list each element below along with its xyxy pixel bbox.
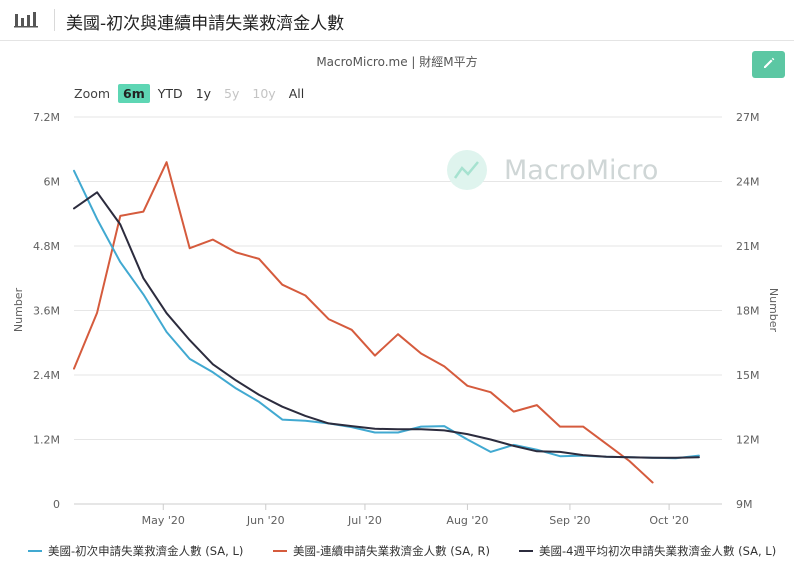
legend-swatch — [519, 550, 533, 552]
header-divider — [54, 9, 55, 31]
y-left-tick-label: 1.2M — [33, 434, 60, 447]
chart-title: 美國-初次與連續申請失業救濟金人數 — [66, 14, 345, 34]
legend-item-continuing[interactable]: 美國-連續申請失業救濟金人數 (SA, R) — [273, 543, 490, 559]
axes: 0 1.2M 2.4M 3.6M 4.8M 6M 7.2M 9M 12M 15M 18M 21M 24M… — [12, 111, 780, 527]
series-lines — [73, 161, 700, 484]
zoom-ytd-button[interactable]: YTD — [157, 85, 183, 101]
x-tick-label: Sep '20 — [549, 514, 590, 527]
edit-button[interactable] — [752, 51, 785, 78]
legend-swatch — [28, 550, 42, 552]
chart-source: MacroMicro.me | 財經M平方 — [316, 55, 478, 69]
zoom-all-button[interactable]: All — [288, 85, 305, 101]
pencil-icon — [762, 55, 776, 74]
x-tick-label: May '20 — [142, 514, 185, 527]
legend-label: 美國-初次申請失業救濟金人數 (SA, L) — [48, 544, 244, 558]
watermark-text: MacroMicro — [504, 155, 658, 186]
y-left-tick-label: 3.6M — [33, 305, 60, 318]
series-line-1 — [73, 161, 654, 484]
legend-swatch — [273, 550, 287, 552]
chart-header: 美國-初次與連續申請失業救濟金人數 — [0, 0, 794, 41]
zoom-6m-button[interactable]: 6m — [118, 83, 150, 103]
y-right-tick-label: 18M — [736, 305, 760, 318]
zoom-5y-button[interactable]: 5y — [224, 85, 240, 101]
zoom-label: Zoom — [74, 85, 111, 101]
x-tick-label: Jun '20 — [246, 514, 285, 527]
y-right-tick-label: 9M — [736, 498, 753, 511]
x-tick-label: Aug '20 — [446, 514, 488, 527]
legend-item-initial[interactable]: 美國-初次申請失業救濟金人數 (SA, L) — [28, 543, 243, 559]
series-line-2 — [73, 191, 700, 459]
chart-plot: MacroMicro 0 1.2M 2.4M 3.6M 4.8M 6M 7.2M 9M 12M 1… — [12, 111, 780, 527]
y-right-tick-label: 24M — [736, 176, 760, 189]
y-left-tick-label: 4.8M — [33, 240, 60, 253]
y-right-tick-label: 15M — [736, 369, 760, 382]
legend-label: 美國-4週平均初次申請失業救濟金人數 (SA, L) — [539, 544, 777, 558]
y-right-tick-label: 12M — [736, 434, 760, 447]
y-right-tick-label: 27M — [736, 111, 760, 124]
y-right-axis-title: Number — [767, 288, 780, 333]
y-right-tick-label: 21M — [736, 240, 760, 253]
y-left-tick-label: 0 — [53, 498, 60, 511]
zoom-1y-button[interactable]: 1y — [195, 85, 212, 101]
y-left-tick-label: 2.4M — [33, 369, 60, 382]
zoom-selector: Zoom 6m YTD 1y 5y 10y All — [74, 82, 312, 104]
x-tick-label: Oct '20 — [649, 514, 689, 527]
zoom-10y-button[interactable]: 10y — [252, 85, 276, 101]
y-left-axis-title: Number — [12, 287, 25, 332]
y-left-tick-label: 7.2M — [33, 111, 60, 124]
y-left-tick-label: 6M — [44, 176, 61, 189]
grid-lines — [74, 116, 722, 505]
bar-chart-icon — [14, 10, 38, 32]
x-tick-label: Jul '20 — [347, 514, 382, 527]
legend-item-four-week[interactable]: 美國-4週平均初次申請失業救濟金人數 (SA, L) — [519, 543, 776, 559]
watermark: MacroMicro — [447, 150, 658, 190]
legend-label: 美國-連續申請失業救濟金人數 (SA, R) — [293, 544, 490, 558]
